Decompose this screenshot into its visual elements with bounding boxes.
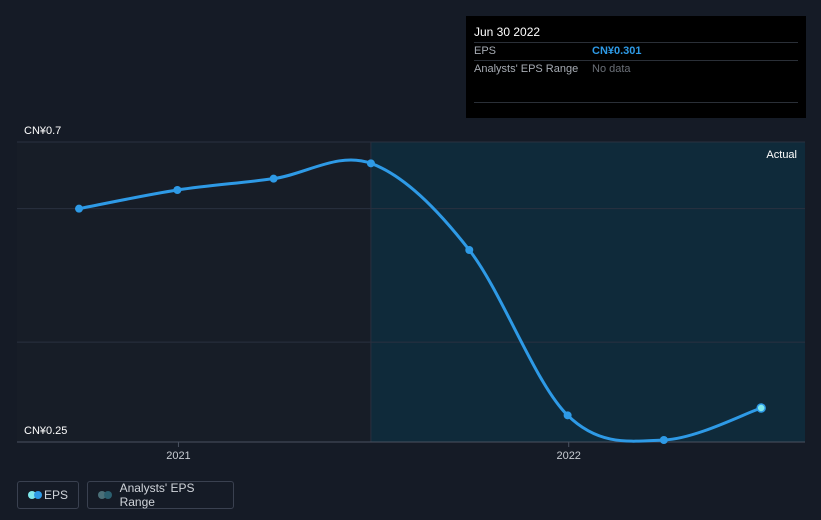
tooltip-eps-label: EPS xyxy=(474,45,497,57)
tooltip-range-value: No data xyxy=(592,63,631,75)
history-region-band xyxy=(17,142,371,442)
tooltip-eps-value: CN¥0.301 xyxy=(592,45,642,57)
y-tick-label-top: CN¥0.7 xyxy=(24,125,61,137)
hover-tooltip: Jun 30 2022 EPS CN¥0.301 Analysts' EPS R… xyxy=(466,16,806,118)
eps-series-points xyxy=(75,159,766,444)
x-tick-label: 2022 xyxy=(556,450,580,462)
tooltip-divider xyxy=(474,102,798,103)
x-axis: 2021 2022 xyxy=(166,442,581,462)
eps-point xyxy=(563,411,572,420)
range-legend-icon xyxy=(98,491,113,499)
y-tick-label-bottom: CN¥0.25 xyxy=(24,425,67,437)
eps-point xyxy=(366,159,375,168)
legend-range-label: Analysts' EPS Range xyxy=(119,481,195,509)
eps-legend-icon xyxy=(28,491,42,499)
eps-point xyxy=(75,204,84,213)
grid-lines xyxy=(17,141,805,343)
eps-point xyxy=(173,186,182,194)
eps-series-line xyxy=(77,158,763,443)
legend-item-analysts-range[interactable]: Analysts' EPS Range xyxy=(87,481,234,509)
eps-point xyxy=(465,246,474,254)
actual-region-band xyxy=(370,142,805,442)
tooltip-range-label: Analysts' EPS Range xyxy=(474,63,579,75)
legend-item-eps[interactable]: EPS xyxy=(17,481,79,509)
eps-point xyxy=(269,174,278,183)
tooltip-date: Jun 30 2022 xyxy=(474,25,541,39)
tooltip-row-range: Analysts' EPS Range No data xyxy=(474,60,798,78)
legend-eps-label: EPS xyxy=(43,488,68,502)
eps-point xyxy=(756,403,766,413)
x-tick-label: 2021 xyxy=(166,450,190,462)
tooltip-row-eps: EPS CN¥0.301 xyxy=(474,42,798,60)
actual-region-label: Actual xyxy=(766,149,797,161)
eps-point xyxy=(659,436,668,444)
